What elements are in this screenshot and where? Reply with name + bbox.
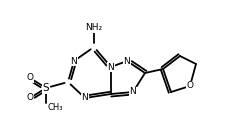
Text: O: O <box>186 81 193 90</box>
Text: N: N <box>81 94 88 103</box>
Text: N: N <box>123 56 130 66</box>
Text: O: O <box>26 73 33 83</box>
Text: N: N <box>107 63 114 72</box>
Text: S: S <box>43 83 49 93</box>
Text: N: N <box>70 56 77 66</box>
Text: CH₃: CH₃ <box>48 103 63 112</box>
Text: NH₂: NH₂ <box>85 24 102 33</box>
Text: N: N <box>129 87 136 97</box>
Text: O: O <box>26 94 33 103</box>
